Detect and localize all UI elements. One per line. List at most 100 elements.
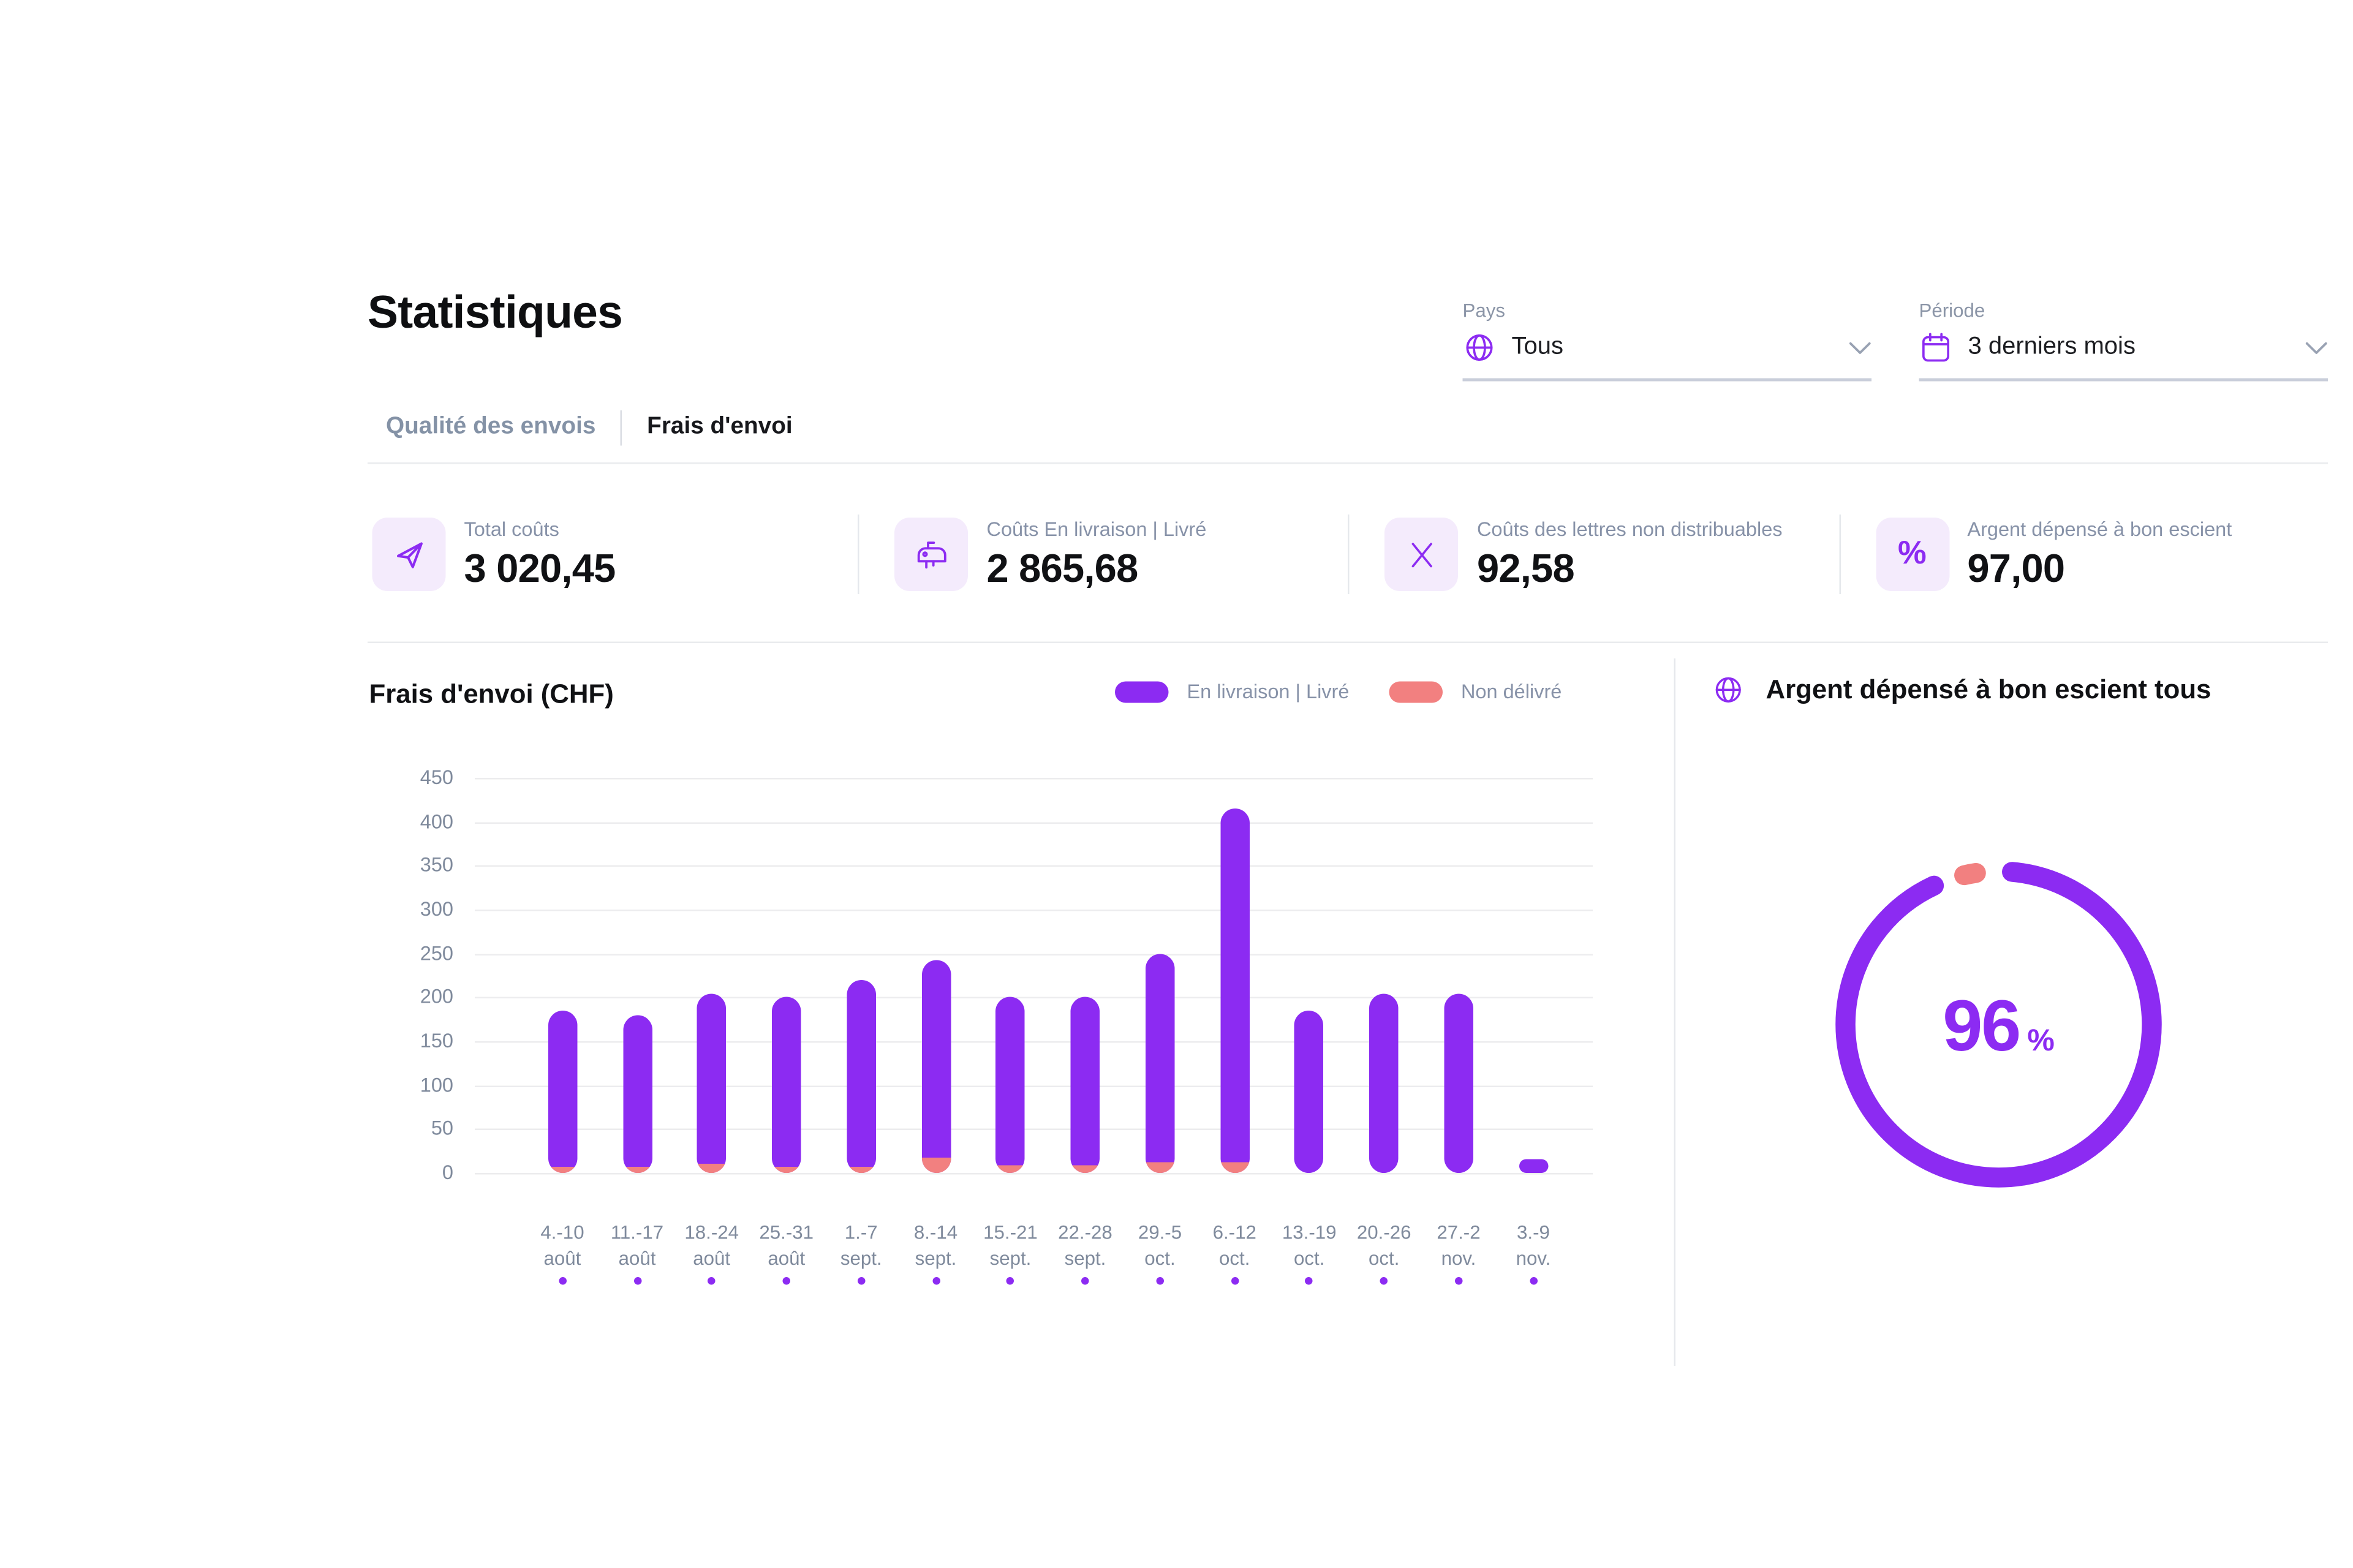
gridline bbox=[475, 1085, 1593, 1087]
gridline bbox=[475, 821, 1593, 824]
send-icon bbox=[372, 518, 446, 591]
tab-frais-envoi[interactable]: Frais d'envoi bbox=[647, 413, 793, 440]
chart-bar[interactable] bbox=[1145, 953, 1175, 1173]
chart-bar[interactable] bbox=[772, 997, 801, 1173]
chart-bar[interactable] bbox=[697, 993, 727, 1173]
x-axis-label: 29.-5 oct. bbox=[1138, 1222, 1182, 1269]
chart-title: Frais d'envoi (CHF) bbox=[369, 678, 614, 709]
gridline bbox=[475, 910, 1593, 911]
legend-item[interactable]: En livraison | Livré bbox=[1115, 680, 1349, 703]
chart-bar[interactable] bbox=[995, 997, 1025, 1173]
donut-rings bbox=[1835, 862, 2162, 1188]
legend-swatch bbox=[1115, 680, 1169, 703]
chart-bar[interactable] bbox=[548, 1010, 577, 1173]
x-axis-dot bbox=[1454, 1277, 1463, 1285]
calendar-icon bbox=[1919, 331, 1953, 364]
chevron-down-icon bbox=[1849, 341, 1872, 355]
y-axis-label: 150 bbox=[420, 1029, 453, 1052]
x-axis-dot bbox=[633, 1277, 641, 1285]
period-filter-dropdown[interactable]: Période 3 derniers mois bbox=[1919, 300, 2328, 382]
country-filter-dropdown[interactable]: Pays Tous bbox=[1462, 300, 1872, 382]
x-axis-dot bbox=[1007, 1277, 1014, 1285]
x-icon bbox=[1384, 518, 1459, 591]
chart-bar[interactable] bbox=[1294, 1010, 1324, 1173]
donut-value: 96 bbox=[1943, 984, 2021, 1065]
legend-item[interactable]: Non délivré bbox=[1389, 680, 1562, 703]
globe-icon bbox=[1463, 331, 1497, 364]
x-axis-label: 4.-10 août bbox=[540, 1222, 584, 1269]
stat-value: 92,58 bbox=[1476, 544, 1575, 590]
x-axis-label: 3.-9 nov. bbox=[1516, 1222, 1551, 1269]
x-axis-dot bbox=[1230, 1277, 1239, 1285]
stat-text: Coûts En livraison | Livré 2 865,68 bbox=[986, 517, 1206, 592]
gridline bbox=[475, 778, 1593, 780]
x-axis-label: 22.-28 sept. bbox=[1058, 1222, 1112, 1269]
bar-undelivered-segment bbox=[697, 1164, 727, 1173]
x-axis-dot bbox=[558, 1277, 567, 1285]
gridline bbox=[475, 953, 1593, 956]
chart-bar[interactable] bbox=[846, 979, 876, 1173]
stat-label: Coûts des lettres non distribuables bbox=[1476, 516, 1783, 540]
gridline bbox=[475, 1173, 1593, 1175]
x-axis-dot bbox=[857, 1277, 865, 1285]
x-axis-dot bbox=[1305, 1277, 1313, 1285]
chart-bar[interactable] bbox=[921, 959, 951, 1173]
period-filter-label: Période bbox=[1919, 300, 1985, 322]
stat-text: Coûts des lettres non distribuables 92,58 bbox=[1477, 517, 1783, 592]
gridline bbox=[475, 1129, 1593, 1131]
stat-label: Coûts En livraison | Livré bbox=[986, 516, 1207, 540]
y-axis-label: 100 bbox=[420, 1072, 453, 1096]
y-axis-label: 400 bbox=[420, 809, 453, 833]
percent-icon: % bbox=[1875, 518, 1949, 591]
section-divider-line bbox=[368, 641, 2328, 643]
chart-bar[interactable] bbox=[1369, 993, 1399, 1173]
bar-undelivered-segment bbox=[995, 1164, 1025, 1173]
x-axis-label: 27.-2 nov. bbox=[1437, 1222, 1481, 1269]
x-axis-label: 11.-17 août bbox=[610, 1222, 664, 1269]
bar-undelivered-segment bbox=[548, 1166, 577, 1173]
legend-swatch bbox=[1389, 680, 1443, 703]
stats-row: Total coûts 3 020,45 Coûts En livraison | … bbox=[368, 514, 2330, 594]
stat-label: Argent dépensé à bon escient bbox=[1967, 516, 2232, 540]
chart-bar[interactable] bbox=[1444, 993, 1473, 1173]
stat-card: % Argent dépensé à bon escient 97,00 bbox=[1838, 514, 2328, 594]
chart-bar[interactable] bbox=[1220, 809, 1249, 1173]
gridline bbox=[475, 865, 1593, 867]
globe-icon bbox=[1712, 674, 1745, 706]
bar-undelivered-segment bbox=[1145, 1162, 1175, 1173]
mailbox-icon bbox=[894, 518, 969, 591]
donut-center-label: 96% bbox=[1826, 851, 2172, 1197]
chart-bar[interactable] bbox=[622, 1014, 652, 1173]
stat-value: 97,00 bbox=[1967, 544, 2065, 590]
chevron-down-icon bbox=[2305, 341, 2328, 355]
chart-bar[interactable] bbox=[1519, 1159, 1548, 1173]
stat-text: Argent dépensé à bon escient 97,00 bbox=[1967, 517, 2232, 592]
x-axis-dot bbox=[1156, 1277, 1164, 1285]
x-axis-dot bbox=[708, 1277, 716, 1285]
page-title: Statistiques bbox=[368, 288, 623, 339]
x-axis-label: 1.-7 sept. bbox=[840, 1222, 882, 1269]
x-axis-label: 6.-12 oct. bbox=[1212, 1222, 1256, 1269]
chart-bar[interactable] bbox=[1070, 997, 1100, 1173]
x-axis-dot bbox=[1081, 1277, 1089, 1285]
stat-card: Total coûts 3 020,45 bbox=[368, 514, 858, 594]
tab-separator bbox=[620, 409, 623, 445]
tab-bar: Qualité des envois Frais d'envoi bbox=[386, 407, 793, 447]
y-axis-label: 0 bbox=[442, 1161, 453, 1184]
x-axis-label: 18.-24 août bbox=[684, 1222, 739, 1269]
stat-label: Total coûts bbox=[464, 516, 559, 540]
gridline bbox=[475, 1041, 1593, 1043]
x-axis-dot bbox=[782, 1277, 790, 1285]
stat-text: Total coûts 3 020,45 bbox=[464, 517, 616, 592]
stat-card: Coûts des lettres non distribuables 92,58 bbox=[1348, 514, 1838, 594]
donut-chart: 96% bbox=[1826, 851, 2172, 1197]
tab-qualite-des-envois[interactable]: Qualité des envois bbox=[386, 413, 596, 440]
donut-unit: % bbox=[2027, 1023, 2055, 1058]
y-axis-label: 50 bbox=[431, 1117, 453, 1140]
y-axis-label: 300 bbox=[420, 897, 453, 921]
x-axis-label: 8.-14 sept. bbox=[913, 1222, 958, 1269]
y-axis-label: 450 bbox=[420, 766, 453, 789]
tabs-divider-line bbox=[368, 462, 2328, 464]
